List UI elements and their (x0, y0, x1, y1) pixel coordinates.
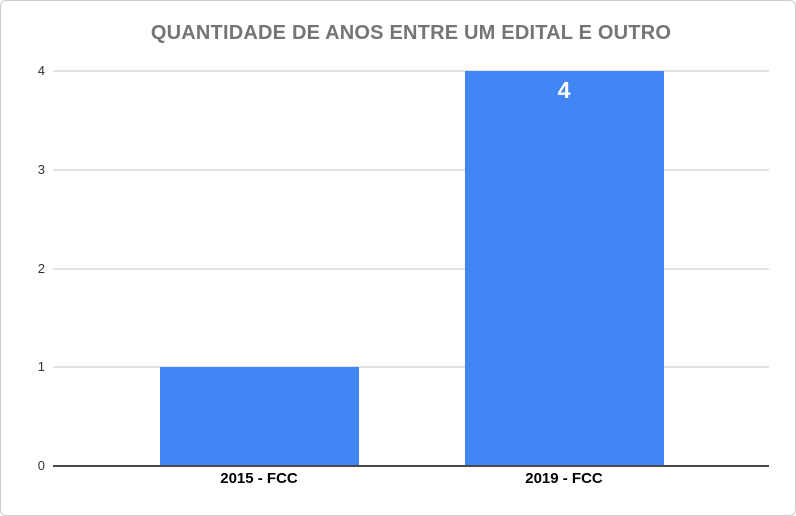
y-tick-label-3: 3 (37, 161, 45, 177)
x-category-label-2019-fcc: 2019 - FCC (525, 470, 603, 487)
chart-title: QUANTIDADE DE ANOS ENTRE UM EDITAL E OUT… (150, 22, 672, 44)
y-tick-label-1: 1 (37, 359, 45, 375)
gridline-4 (53, 70, 769, 72)
gridline-2 (53, 267, 769, 270)
bar-value-label-2019-fcc: 4 (557, 77, 571, 103)
x-category-label-2015-fcc: 2015 - FCC (220, 470, 298, 487)
y-tick-label-2: 2 (37, 260, 45, 276)
gridline-3 (53, 168, 769, 171)
x-axis-line (53, 465, 769, 467)
bar-2019-fcc: 4 (464, 71, 664, 466)
bar-2015-fcc (159, 367, 359, 466)
y-tick-label-4: 4 (37, 63, 45, 78)
y-tick-label-0: 0 (37, 458, 45, 473)
gridline-1 (53, 366, 769, 369)
